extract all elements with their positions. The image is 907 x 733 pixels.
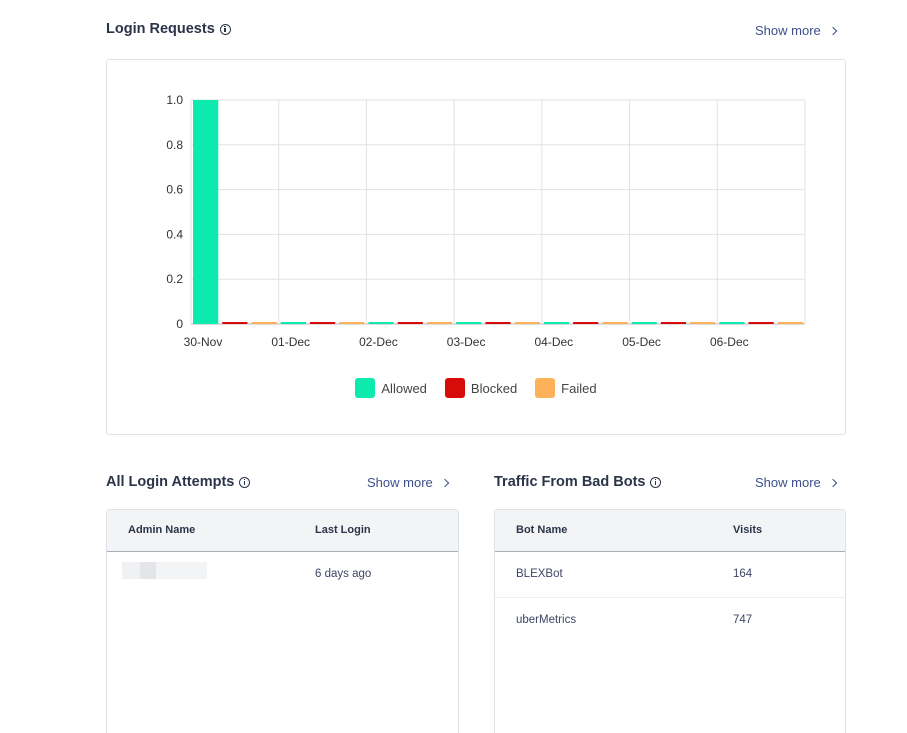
legend-label: Allowed xyxy=(381,380,427,396)
bar-blocked xyxy=(573,322,599,324)
info-icon[interactable] xyxy=(650,476,662,488)
bar-failed xyxy=(426,322,453,324)
chevron-right-icon xyxy=(828,26,837,35)
login-requests-chart: 1.0 0.8 0.6 0.4 0.2 030-Nov 01-Dec 02-Dec 03-Dec… xyxy=(166,93,806,349)
bar-failed xyxy=(251,322,277,324)
bar-allowed xyxy=(631,322,657,324)
chart-legend: Allowed Blocked Failed xyxy=(107,378,845,398)
x-tick-label: 04-Dec xyxy=(535,335,574,349)
y-tick-label: 0 xyxy=(176,317,183,331)
login-requests-title-text: Login Requests xyxy=(106,21,215,37)
legend-item-allowed[interactable]: Allowed xyxy=(355,378,427,398)
login-requests-title: Login Requests xyxy=(106,21,231,37)
y-tick-label: 0.8 xyxy=(166,138,183,152)
chevron-right-icon xyxy=(440,478,449,487)
x-tick-label: 05-Dec xyxy=(622,335,661,349)
bar-allowed xyxy=(456,322,482,324)
y-tick-label: 0.6 xyxy=(166,183,183,197)
table-header: Bot Name Visits xyxy=(495,510,845,552)
x-tick-label: 03-Dec xyxy=(447,335,486,349)
info-icon[interactable] xyxy=(219,23,231,35)
bad-bots-title: Traffic From Bad Bots xyxy=(494,474,662,490)
x-tick-label: 06-Dec xyxy=(710,335,749,349)
legend-item-failed[interactable]: Failed xyxy=(535,378,597,398)
login-attempts-show-more[interactable]: Show more xyxy=(367,475,449,490)
legend-swatch xyxy=(355,378,376,398)
login-requests-show-more[interactable]: Show more xyxy=(755,23,837,38)
x-tick-label: 30-Nov xyxy=(184,335,223,349)
login-attempts-title: All Login Attempts xyxy=(106,474,251,490)
bar-blocked xyxy=(222,322,248,324)
bar-allowed xyxy=(280,322,306,324)
login-attempts-title-text: All Login Attempts xyxy=(106,474,235,490)
y-tick-label: 1.0 xyxy=(166,93,183,107)
show-more-label: Show more xyxy=(367,475,433,490)
login-attempts-table: Admin Name Last Login 6 days ago xyxy=(106,509,459,733)
legend-swatch xyxy=(535,378,556,398)
column-header-last-login[interactable]: Last Login xyxy=(315,524,371,536)
column-header-bot-name[interactable]: Bot Name xyxy=(516,524,568,536)
bad-bots-title-text: Traffic From Bad Bots xyxy=(494,474,646,490)
bar-blocked xyxy=(309,322,336,324)
column-header-admin-name[interactable]: Admin Name xyxy=(128,524,196,536)
legend-swatch xyxy=(444,378,465,398)
legend-label: Failed xyxy=(561,380,597,396)
x-tick-label: 02-Dec xyxy=(359,335,398,349)
bar-failed xyxy=(690,322,716,324)
show-more-label: Show more xyxy=(755,23,821,38)
bar-failed xyxy=(602,322,628,324)
bar-failed xyxy=(339,322,365,324)
row-divider xyxy=(495,597,845,598)
bad-bots-show-more[interactable]: Show more xyxy=(755,475,837,490)
admin-name-redacted xyxy=(122,562,207,579)
visits-value: 164 xyxy=(733,568,753,580)
bar-failed xyxy=(777,322,803,324)
bar-allowed xyxy=(368,322,394,324)
bar-failed xyxy=(514,322,540,324)
last-login-value: 6 days ago xyxy=(315,568,372,580)
visits-value: 747 xyxy=(733,614,753,626)
bot-name-value: BLEXBot xyxy=(516,568,563,580)
column-header-visits[interactable]: Visits xyxy=(733,524,763,536)
info-icon[interactable] xyxy=(239,476,251,488)
bar-allowed xyxy=(543,322,570,324)
bar-allowed xyxy=(719,322,745,324)
bar-blocked xyxy=(485,322,511,324)
y-tick-label: 0.4 xyxy=(166,227,183,241)
bad-bots-table: Bot Name Visits BLEXBot 164 uberMetrics … xyxy=(494,509,846,733)
login-requests-chart-card: 1.0 0.8 0.6 0.4 0.2 0 30-Nov 01-Dec 02-Dec 03-Dec… xyxy=(106,59,846,435)
bar-allowed xyxy=(193,100,219,324)
bot-name-value: uberMetrics xyxy=(516,614,577,626)
bar-blocked xyxy=(397,322,423,324)
show-more-label: Show more xyxy=(755,475,821,490)
bar-blocked xyxy=(748,322,774,324)
bar-blocked xyxy=(660,322,687,324)
y-tick-label: 0.2 xyxy=(166,272,183,286)
table-header: Admin Name Last Login xyxy=(107,510,458,552)
legend-item-blocked[interactable]: Blocked xyxy=(444,378,518,398)
legend-label: Blocked xyxy=(470,380,518,396)
x-tick-label: 01-Dec xyxy=(271,335,310,349)
chevron-right-icon xyxy=(828,478,837,487)
